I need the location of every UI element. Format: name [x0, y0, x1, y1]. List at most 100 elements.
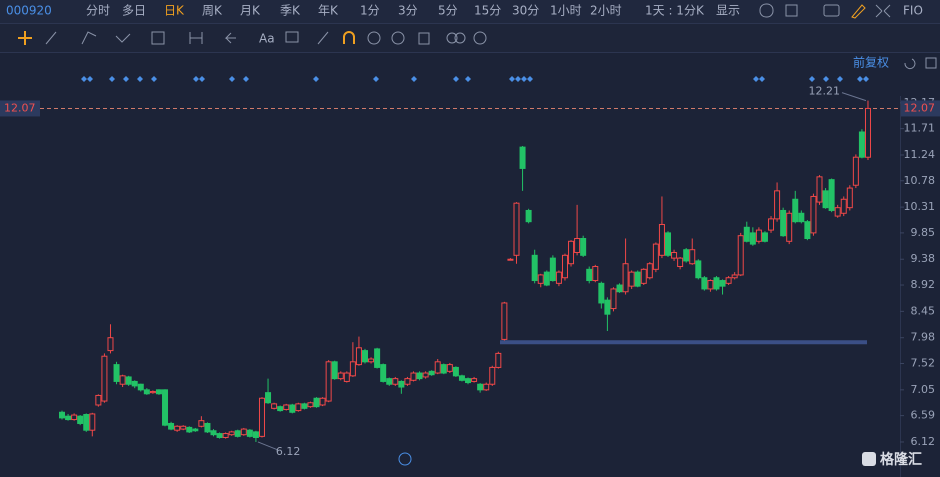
link-tool[interactable]: [454, 32, 466, 44]
toolbar: [0, 0, 940, 23]
candle-body: [265, 392, 272, 404]
candle-body: [95, 394, 102, 406]
period-tab[interactable]: 月K: [240, 4, 261, 18]
camera-icon[interactable]: [823, 4, 840, 17]
candle-body: [319, 397, 326, 406]
candle-body: [780, 209, 787, 237]
period-tab[interactable]: 5分: [438, 4, 458, 18]
candle-body: [101, 355, 108, 402]
candle-body: [149, 391, 156, 394]
period-tab[interactable]: 30分: [512, 4, 539, 18]
low-label: 6.12: [276, 445, 301, 458]
candle-body: [834, 207, 841, 217]
candle-body: [252, 431, 259, 438]
period-tab[interactable]: 3分: [398, 4, 418, 18]
adjust-mode[interactable]: 前复权: [853, 55, 889, 70]
link-tool[interactable]: [446, 32, 458, 44]
display-menu[interactable]: 显示: [716, 4, 740, 18]
fio-button[interactable]: FIO: [903, 4, 923, 18]
candle-body: [568, 240, 575, 265]
candle-body: [440, 364, 447, 374]
candle-body: [477, 383, 484, 391]
candle-body: [192, 428, 199, 432]
candle-body: [434, 361, 441, 374]
candle-body: [695, 260, 702, 279]
candle-body: [428, 370, 435, 376]
candle-body: [852, 156, 859, 186]
period-tab[interactable]: 1分: [360, 4, 380, 18]
high-label: 12.21: [808, 85, 840, 98]
y-tick-label: 6.12: [911, 435, 936, 448]
last-price-label: 12.07: [4, 101, 36, 114]
period-tab[interactable]: 日K: [164, 4, 185, 18]
candle-body: [586, 268, 593, 282]
candle-body: [864, 107, 871, 158]
line-tool[interactable]: [45, 31, 57, 45]
period-tab[interactable]: 1小时: [550, 4, 582, 18]
candle-body: [204, 422, 211, 433]
candle-body: [277, 406, 284, 412]
candle-body: [701, 277, 708, 290]
pen-icon[interactable]: [851, 4, 866, 19]
candle-body: [83, 414, 90, 431]
text-tool[interactable]: Aa: [259, 32, 275, 46]
delete-tool[interactable]: [418, 32, 430, 45]
period-tab[interactable]: 季K: [280, 4, 301, 18]
event-marker: [229, 76, 235, 82]
candle-body: [186, 426, 193, 433]
stock-code[interactable]: 000920: [6, 4, 52, 18]
period-tab[interactable]: 15分: [474, 4, 501, 18]
event-marker: [109, 76, 115, 82]
note-tool[interactable]: [285, 31, 299, 43]
hide-tool[interactable]: [391, 31, 405, 45]
settings-icon[interactable]: [759, 3, 774, 18]
event-icon[interactable]: [398, 452, 412, 466]
period-tab[interactable]: 2小时: [590, 4, 622, 18]
candle-body: [519, 146, 526, 169]
arrow-tool[interactable]: [224, 32, 236, 44]
candle-body: [840, 198, 847, 214]
period-tab[interactable]: 分时: [86, 4, 110, 18]
candle-body: [580, 237, 587, 256]
candle-body: [658, 223, 665, 256]
candle-body: [816, 176, 823, 203]
lock-tool[interactable]: [367, 31, 381, 45]
ruler-tool[interactable]: [317, 31, 329, 45]
candle-body: [792, 198, 799, 223]
candle-body: [743, 226, 750, 242]
candle-body: [549, 257, 556, 282]
period-tab[interactable]: 多日: [122, 4, 146, 18]
interval-select[interactable]: 1天 : 1分K: [645, 4, 705, 18]
candle-body: [543, 271, 550, 286]
candle-body: [465, 378, 472, 384]
y-tick-label: 8.92: [911, 278, 936, 291]
fib-tool[interactable]: [151, 31, 165, 45]
candle-body: [786, 212, 793, 242]
period-tab[interactable]: 年K: [318, 4, 339, 18]
channel-tool[interactable]: [81, 31, 97, 45]
candle-body: [525, 209, 532, 223]
candle-body: [174, 425, 181, 431]
candle-body: [713, 277, 720, 290]
candle-body: [325, 361, 332, 402]
event-marker: [465, 76, 471, 82]
wave-tool[interactable]: [115, 33, 131, 43]
layout-icon[interactable]: [925, 57, 937, 69]
event-marker: [137, 76, 143, 82]
candle-body: [131, 380, 138, 387]
magnet-tool[interactable]: [343, 31, 355, 44]
period-tab[interactable]: 周K: [202, 4, 223, 18]
event-marker: [243, 76, 249, 82]
candle-body: [343, 372, 350, 382]
undo-icon[interactable]: [904, 58, 916, 70]
candle-body: [574, 237, 581, 254]
candle-body: [89, 413, 96, 431]
candle-body: [828, 179, 835, 211]
candle-body: [77, 415, 84, 424]
checkbox-icon[interactable]: [785, 4, 798, 17]
settings-tool[interactable]: [473, 31, 487, 45]
event-marker: [863, 76, 869, 82]
measure-tool[interactable]: [189, 32, 203, 44]
fullscreen-icon[interactable]: [875, 4, 891, 18]
crosshair-tool[interactable]: [18, 31, 32, 45]
